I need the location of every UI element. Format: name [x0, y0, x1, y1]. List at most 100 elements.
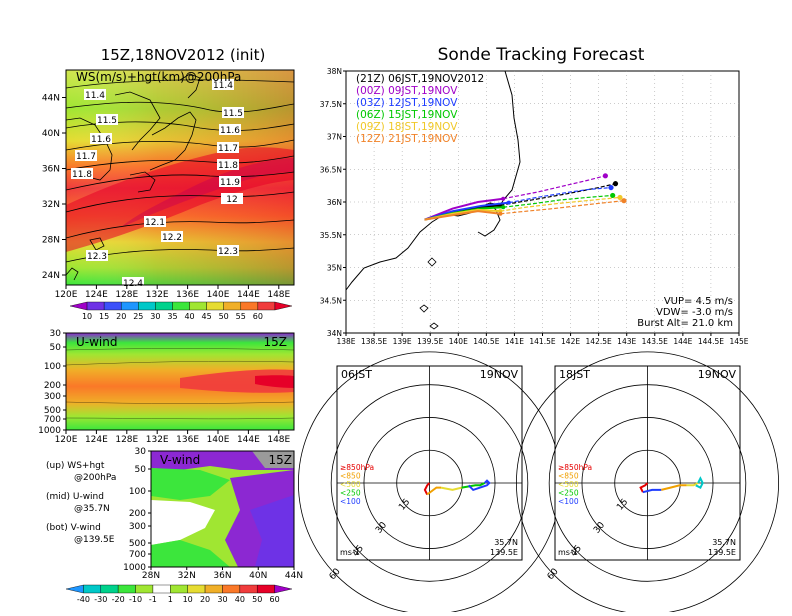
- u-y-tick-label: 500: [44, 406, 61, 416]
- track-landing-point: [617, 194, 623, 201]
- v-colorbar-swatch: [222, 584, 241, 594]
- hodo-wind-trace: [686, 482, 699, 487]
- ws-y-tick-label: 24N: [42, 271, 60, 281]
- jet-core-shading: [66, 147, 294, 252]
- v-colorbar-swatch: [204, 584, 223, 594]
- track-y-tick-label: 35.5N: [320, 231, 342, 240]
- track-descent-line: [503, 175, 606, 200]
- v-colorbar-label: -40: [77, 595, 90, 604]
- ws-colorbar-swatch: [86, 301, 105, 311]
- v-colorbar-swatch: [257, 584, 275, 594]
- contour-label-box: [144, 216, 166, 227]
- track-x-tick-label: 138E: [336, 337, 355, 346]
- ws-y-tick-label: 44N: [42, 94, 60, 104]
- u-x-tick-label: 124E: [85, 435, 108, 445]
- ws-colorbar-label: 20: [116, 312, 126, 321]
- contour-label-box: [161, 231, 183, 242]
- hodo-legend-entry: <500: [340, 480, 361, 489]
- hodo-legend-entry: ≥850hPa: [558, 463, 592, 472]
- track-descent-line: [500, 196, 621, 212]
- v-colorbar-swatch: [100, 584, 119, 594]
- jet-core-inner: [120, 158, 294, 228]
- ws-colorbar-swatch: [138, 301, 156, 311]
- contour-label-box: [96, 114, 118, 125]
- ws-x-tick-label: 124E: [85, 290, 108, 300]
- contour-label: 12.2: [162, 233, 182, 243]
- contour-label: 11.9: [220, 178, 240, 188]
- hodo-legend-entry: ≥850hPa: [340, 463, 374, 472]
- v-y-tick-label: 1000: [123, 563, 146, 573]
- v-y-tick-label: 100: [129, 487, 146, 497]
- v-wind-panel: V-wind 15Z 28N 32N 36N 40N 44N 30 50 100 200 300 5…: [65, 447, 303, 604]
- v-y-tick-label: 500: [129, 539, 146, 549]
- contour-label: 12.1: [145, 218, 165, 228]
- contour-label-box: [122, 277, 144, 288]
- left-title: 15Z,18NOV2012 (init): [101, 46, 266, 64]
- hodo-wind-trace: [661, 484, 687, 491]
- u-y-tick-label: 50: [50, 343, 62, 353]
- v-colorbar-label: 1: [168, 595, 173, 604]
- ws-map-frame: [65, 69, 295, 286]
- u-x-tick-label: 148E: [267, 435, 290, 445]
- ws-x-tick-label: 144E: [237, 290, 260, 300]
- contour-label: 11.4: [213, 81, 233, 91]
- track-landing-point: [612, 181, 619, 187]
- track-legend-entry: (12Z) 21JST,19NOV: [356, 133, 458, 145]
- v-colorbar-swatch: [83, 584, 101, 594]
- v-colorbar-swatch: [274, 584, 293, 594]
- hodo-units: ms-1: [340, 548, 360, 557]
- hodo-legend-entry: <250: [558, 489, 579, 498]
- u-x-tick-label: 120E: [55, 435, 78, 445]
- hodo-units: ms-1: [558, 548, 578, 557]
- coastline: [65, 73, 201, 281]
- hodo-legend-entry: <250: [340, 489, 361, 498]
- u-y-tick-label: 200: [44, 381, 61, 391]
- contour-label: 12: [226, 195, 237, 205]
- v-wind-label: V-wind: [160, 453, 200, 467]
- contour-label-box: [86, 250, 108, 261]
- ws-colorbar-label: 15: [99, 312, 109, 321]
- right-title: Sonde Tracking Forecast: [438, 45, 645, 65]
- track-x-tick-label: 143.5E: [642, 337, 668, 346]
- u-x-tick-label: 128E: [115, 435, 138, 445]
- u-wind-contours: [65, 348, 295, 420]
- v-wind-region-white: [151, 500, 215, 545]
- side-legend-line2: @139.5E: [74, 535, 115, 545]
- ws-map-axes: 120E 124E 128E 132E 136E 140E 144E 148E 24N 28N 32…: [42, 94, 291, 301]
- hodo-legend-entry: <500: [558, 480, 579, 489]
- contour-label-box: [219, 176, 241, 187]
- v-y-tick-label: 200: [129, 509, 146, 519]
- ws-colorbar-label: 45: [202, 312, 212, 321]
- side-legend: (up) WS+hgt @200hPa (mid) U-wind @35.7N (bot…: [46, 461, 116, 545]
- contour-label-box: [90, 133, 112, 144]
- v-colorbar-label: 10: [183, 595, 193, 604]
- ws-y-tick-label: 28N: [42, 236, 60, 246]
- track-x-tick-label: 140.5E: [473, 337, 499, 346]
- contour-label-box: [75, 150, 97, 161]
- v-wind-region-low: [151, 540, 230, 567]
- side-legend-line1: (up) WS+hgt: [46, 461, 105, 471]
- contour-label-box: [217, 142, 239, 153]
- contour-label: 11.5: [223, 109, 243, 119]
- u-y-tick-label: 300: [44, 392, 61, 402]
- u-wind-time: 15Z: [264, 335, 288, 349]
- contour-label: 12.4: [123, 279, 143, 289]
- track-ascent-line: [424, 210, 501, 221]
- track-descent-line: [503, 194, 613, 208]
- v-colorbar-label: -30: [94, 595, 107, 604]
- contour-label-box: [212, 79, 234, 90]
- v-wind-region-green: [151, 468, 230, 500]
- contour-label-box: [217, 245, 239, 256]
- track-y-tick-label: 34.5N: [320, 296, 342, 305]
- u-wind-jet-core: [180, 369, 294, 393]
- ws-colorbar-label: 60: [253, 312, 263, 321]
- v-colorbar-swatch: [117, 584, 136, 594]
- track-x-tick-label: 140E: [449, 337, 468, 346]
- track-x-tick-label: 138.5E: [361, 337, 387, 346]
- v-wind-region-grey: [252, 451, 294, 468]
- hodo-legend-entry: <850: [340, 472, 361, 481]
- ws-y-tick-label: 36N: [42, 165, 60, 175]
- v-colorbar-swatch: [187, 584, 206, 594]
